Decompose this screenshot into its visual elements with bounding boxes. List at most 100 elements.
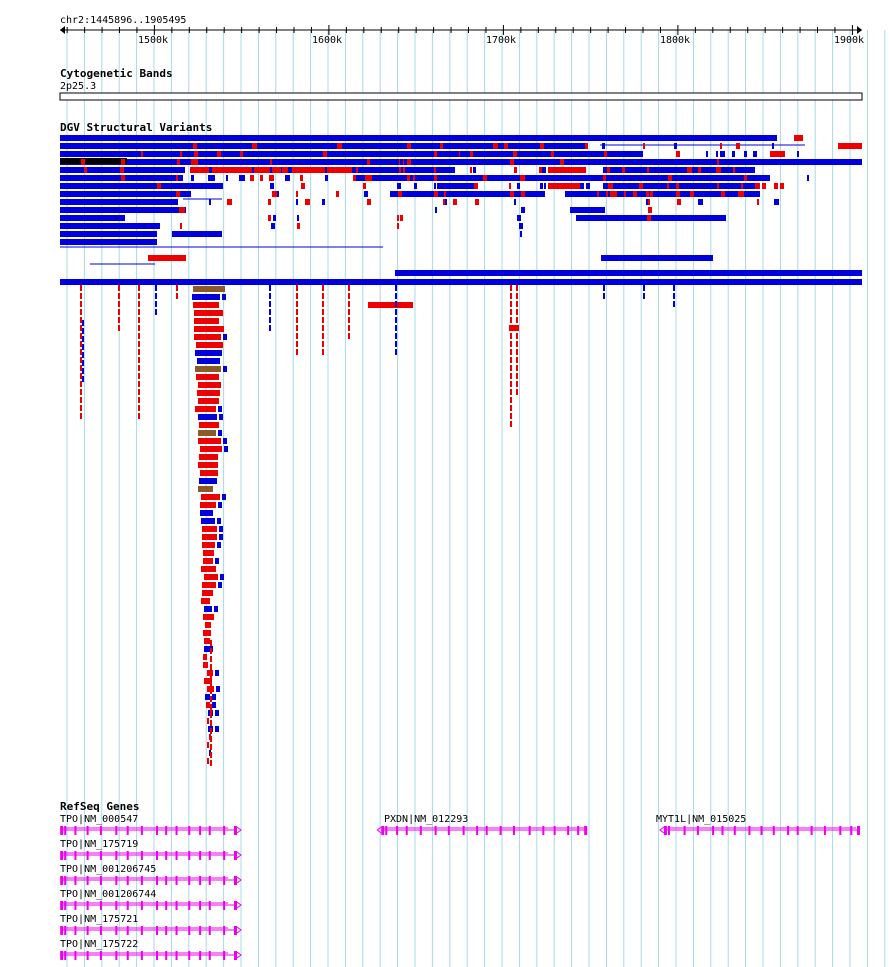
- sv-feature: [200, 510, 213, 516]
- sv-feature: [797, 151, 799, 157]
- sv-feature: [215, 710, 219, 716]
- gene-exon: [165, 951, 168, 960]
- sv-feature: [540, 143, 544, 149]
- gene-exon: [165, 926, 168, 935]
- sv-feature: [158, 159, 161, 165]
- gene-exon: [175, 901, 178, 910]
- sv-feature: [451, 183, 455, 189]
- sv-feature: [711, 159, 713, 165]
- sv-feature: [190, 167, 358, 173]
- gene-label[interactable]: TPO|NM_175722: [60, 939, 139, 950]
- dgv-track-title[interactable]: DGV Structural Variants: [60, 121, 213, 134]
- gene-exon: [156, 826, 159, 835]
- sv-feature: [210, 696, 212, 702]
- sv-feature: [204, 606, 212, 612]
- sv-feature: [322, 199, 325, 205]
- sv-feature: [741, 183, 743, 189]
- sv-feature: [443, 199, 445, 205]
- sv-feature: [516, 349, 518, 355]
- sv-feature: [650, 191, 653, 197]
- sv-feature: [198, 438, 221, 444]
- sv-feature: [586, 183, 590, 189]
- sv-feature: [138, 349, 140, 355]
- sv-feature: [510, 405, 512, 411]
- sv-feature: [198, 486, 213, 492]
- sv-feature: [176, 175, 178, 181]
- gene-label[interactable]: TPO|NM_175721: [60, 914, 139, 925]
- gene-exon: [64, 926, 67, 935]
- gene-exon: [99, 926, 102, 935]
- sv-feature: [199, 454, 218, 460]
- sv-feature: [348, 325, 350, 331]
- sv-feature: [395, 341, 397, 347]
- gene-exon: [553, 826, 556, 835]
- cytoband-track-title[interactable]: Cytogenetic Bands: [60, 67, 173, 80]
- sv-feature: [397, 223, 399, 229]
- sv-feature: [60, 231, 157, 237]
- gene-exon: [396, 826, 399, 835]
- sv-feature: [434, 191, 438, 197]
- gene-exon: [115, 876, 118, 885]
- gene-exon: [165, 901, 168, 910]
- sv-feature: [673, 293, 675, 299]
- sv-feature: [648, 199, 650, 205]
- sv-feature: [80, 301, 82, 307]
- sv-feature: [720, 151, 725, 157]
- sv-feature: [395, 309, 397, 315]
- gene-exon: [64, 951, 67, 960]
- ruler-arrow-right: [857, 26, 862, 34]
- sv-feature: [191, 175, 194, 181]
- gene-exon: [86, 851, 89, 860]
- sv-feature: [643, 285, 645, 291]
- sv-feature: [435, 207, 437, 213]
- gene-exon: [99, 901, 102, 910]
- sv-feature: [205, 694, 210, 700]
- gene-exon: [208, 926, 211, 935]
- sv-feature: [732, 151, 735, 157]
- gene-exon: [223, 826, 226, 835]
- sv-feature: [155, 301, 157, 307]
- sv-feature: [120, 167, 124, 173]
- gene-label[interactable]: TPO|NM_001206745: [60, 864, 157, 875]
- gene-exon: [99, 951, 102, 960]
- sv-feature: [474, 183, 478, 189]
- gene-label[interactable]: PXDN|NM_012293: [384, 814, 469, 825]
- sv-feature: [269, 293, 271, 299]
- sv-feature: [194, 326, 224, 332]
- sv-feature: [138, 341, 140, 347]
- sv-feature: [720, 143, 722, 149]
- gene-label[interactable]: TPO|NM_000547: [60, 814, 139, 825]
- sv-feature: [226, 175, 228, 181]
- sv-feature: [542, 167, 546, 173]
- sv-feature: [60, 151, 643, 157]
- gene-exon: [74, 876, 77, 885]
- refseq-track-title[interactable]: RefSeq Genes: [60, 800, 140, 813]
- gene-label[interactable]: MYT1L|NM_015025: [656, 814, 747, 825]
- sv-feature: [716, 167, 718, 173]
- sv-feature: [296, 341, 298, 347]
- sv-feature: [301, 159, 305, 165]
- gene-exon: [208, 851, 211, 860]
- gene-exon: [733, 826, 736, 835]
- gene-label[interactable]: TPO|NM_001206744: [60, 889, 157, 900]
- gene-exon: [140, 826, 143, 835]
- sv-feature: [516, 341, 518, 347]
- gene-exon: [796, 826, 799, 835]
- sv-feature: [82, 368, 84, 374]
- gene-exon: [64, 876, 67, 885]
- sv-feature: [218, 430, 222, 436]
- sv-feature: [203, 558, 213, 564]
- sv-feature: [398, 191, 400, 197]
- sv-feature: [395, 349, 397, 355]
- sv-feature: [470, 151, 473, 157]
- sv-feature: [141, 151, 143, 157]
- sv-feature: [516, 373, 518, 379]
- sv-feature: [610, 191, 615, 197]
- gene-exon: [74, 951, 77, 960]
- sv-feature: [517, 183, 520, 189]
- sv-feature: [588, 151, 591, 157]
- gene-exon: [223, 851, 226, 860]
- sv-feature: [434, 183, 436, 189]
- gene-label[interactable]: TPO|NM_175719: [60, 839, 139, 850]
- gene-exon: [447, 826, 450, 835]
